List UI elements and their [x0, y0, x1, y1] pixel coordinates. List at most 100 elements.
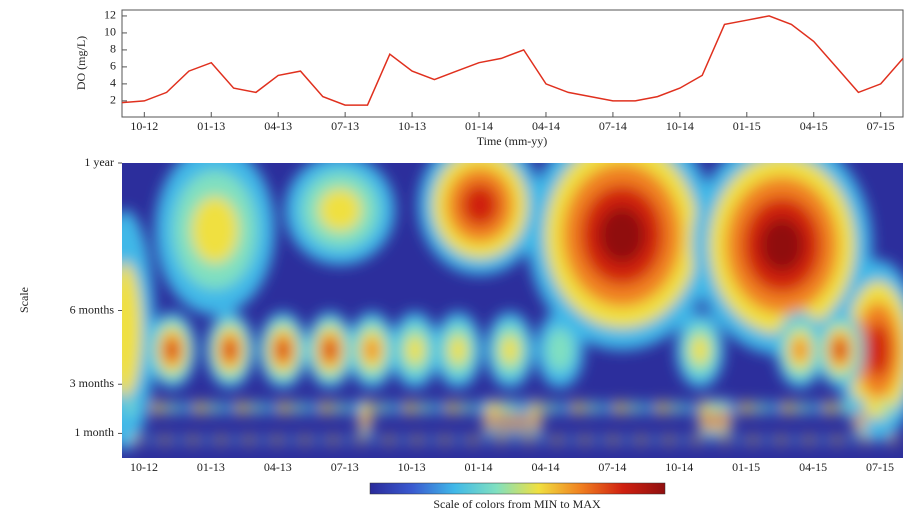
blob	[518, 413, 522, 423]
blob	[335, 401, 345, 415]
y-tick-label: 12	[104, 8, 116, 22]
blob	[405, 335, 425, 365]
x-tick-label: 04-13	[264, 119, 292, 133]
blob	[223, 401, 233, 415]
blob	[456, 435, 462, 445]
colorbar-label: Scale of colors from MIN to MAX	[433, 497, 601, 511]
x-tick-label: 07-13	[331, 460, 359, 474]
x-tick-label: 10-12	[130, 119, 158, 133]
blob	[512, 435, 518, 445]
blob	[448, 335, 468, 365]
blob	[224, 340, 236, 360]
blob	[461, 401, 471, 415]
blob	[708, 435, 714, 445]
blob	[638, 435, 644, 445]
blob	[166, 340, 178, 360]
blob	[699, 401, 709, 415]
blob	[610, 435, 616, 445]
y-tick-label: 3 months	[70, 376, 115, 390]
x-tick-label: 07-14	[599, 119, 627, 133]
y-tick-label: 6 months	[70, 302, 115, 316]
blob	[811, 401, 821, 415]
blob	[601, 401, 611, 415]
blob	[162, 435, 168, 445]
blob	[554, 435, 560, 445]
blob	[671, 401, 681, 415]
blob	[615, 401, 625, 415]
blob	[279, 401, 289, 415]
blob	[246, 435, 252, 445]
blob	[167, 401, 177, 415]
x-tick-label: 10-13	[398, 119, 426, 133]
line	[121, 15, 904, 106]
y-axis-label: Scale	[17, 287, 31, 313]
x-tick-label: 10-14	[665, 460, 693, 474]
blob	[316, 435, 322, 445]
blob	[190, 435, 196, 445]
blob	[881, 401, 891, 415]
blob	[890, 435, 896, 445]
y-tick-label: 1 month	[74, 425, 114, 439]
plot-frame	[121, 9, 904, 118]
blob	[209, 401, 219, 415]
blob	[867, 401, 877, 415]
blob	[694, 435, 700, 445]
blob	[526, 435, 532, 445]
blob	[568, 435, 574, 445]
blob	[251, 401, 261, 415]
x-tick-label: 04-14	[532, 119, 560, 133]
blob	[857, 411, 863, 425]
blob	[218, 435, 224, 445]
blob	[629, 401, 639, 415]
y-tick-label: 6	[110, 59, 116, 73]
blob	[540, 435, 546, 445]
scalogram	[122, 163, 903, 458]
blob	[839, 401, 849, 415]
blob	[349, 401, 359, 415]
blob	[546, 328, 574, 372]
blob	[433, 401, 443, 415]
blob	[470, 435, 476, 445]
blob	[778, 435, 784, 445]
blob	[806, 435, 812, 445]
x-axis-label: Time (mm-yy)	[477, 134, 548, 148]
x-tick-label: 04-14	[531, 460, 559, 474]
blob	[531, 401, 541, 415]
scalogram-blobs	[122, 163, 903, 450]
x-tick-label: 01-14	[465, 119, 493, 133]
blob	[573, 401, 583, 415]
blob	[489, 401, 499, 415]
blob	[759, 218, 805, 272]
blob	[419, 401, 429, 415]
x-tick-label: 01-13	[197, 119, 225, 133]
blob	[750, 435, 756, 445]
blob	[587, 401, 597, 415]
blob	[237, 401, 247, 415]
x-tick-label: 01-14	[465, 460, 493, 474]
blob	[364, 338, 380, 362]
blob	[414, 435, 420, 445]
blob	[825, 401, 835, 415]
y-axis-label: DO (mg/L)	[74, 36, 88, 90]
blob	[447, 401, 457, 415]
blob	[307, 401, 317, 415]
blob	[820, 435, 826, 445]
y-tick-label: 10	[104, 25, 116, 39]
y-tick-label: 4	[110, 76, 116, 90]
blob	[713, 413, 717, 423]
blob	[685, 401, 695, 415]
blob	[652, 435, 658, 445]
x-tick-label: 07-14	[598, 460, 626, 474]
blob	[596, 435, 602, 445]
colorbar	[369, 482, 666, 495]
blob	[792, 338, 808, 362]
x-tick-label: 07-15	[867, 119, 895, 133]
blob	[624, 435, 630, 445]
blob	[260, 435, 266, 445]
blob	[848, 435, 854, 445]
blob	[391, 401, 401, 415]
blob	[461, 183, 499, 227]
blob	[834, 340, 846, 360]
blob	[344, 435, 350, 445]
blob	[122, 262, 142, 398]
